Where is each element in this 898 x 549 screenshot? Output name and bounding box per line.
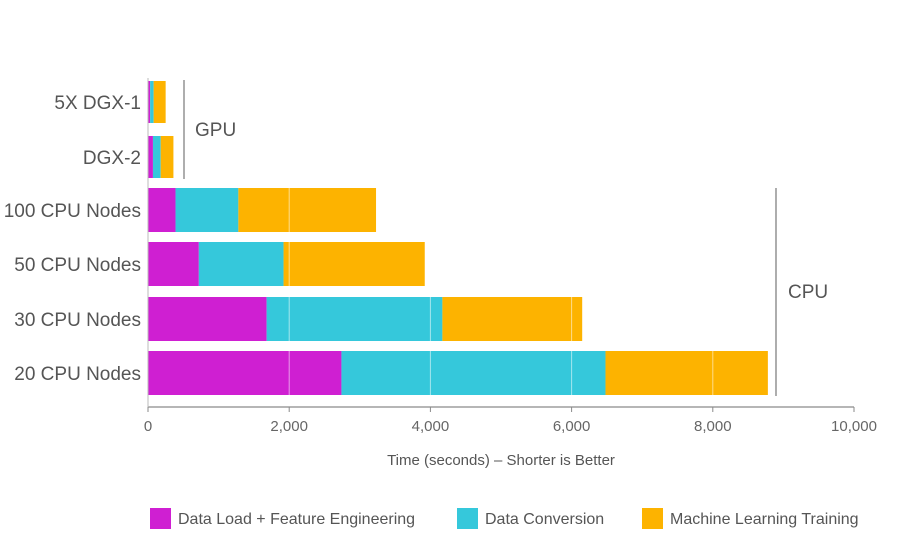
- bar-segment-2-row-2: [152, 136, 161, 178]
- legend-swatch: [642, 508, 663, 529]
- category-label: 30 CPU Nodes: [14, 310, 141, 331]
- category-label: 100 CPU Nodes: [4, 201, 141, 222]
- bar-segment-2-row-3: [175, 188, 239, 232]
- category-labels: 5X DGX-1 DGX-2 100 CPU Nodes 50 CPU Nodes 30…: [4, 93, 141, 385]
- category-label: 5X DGX-1: [54, 93, 141, 114]
- x-tick-label: 4,000: [412, 418, 450, 435]
- legend-label: Machine Learning Training: [670, 511, 859, 528]
- bar-segment-2-row-6: [341, 351, 606, 395]
- bar-segment-1-row-6: [148, 351, 342, 395]
- bar-segment-3-row-4: [283, 242, 425, 286]
- gpu-group-label: GPU: [195, 120, 236, 141]
- bar-segment-2-row-4: [198, 242, 284, 286]
- x-tick-label: 8,000: [694, 418, 732, 435]
- bar-segment-1-row-3: [148, 188, 176, 232]
- bar-segment-3-row-2: [160, 136, 174, 178]
- x-tick-label: 2,000: [270, 418, 308, 435]
- bar-segment-1-row-4: [148, 242, 199, 286]
- legend-label: Data Load + Feature Engineering: [178, 511, 415, 528]
- legend: Data Load + Feature Engineering Data Conv…: [150, 508, 859, 529]
- bar-segment-3-row-1: [153, 81, 166, 123]
- x-axis: 0 2,000 4,000 6,000 8,000 10,000: [144, 78, 877, 435]
- bar-segment-3-row-5: [442, 297, 583, 341]
- x-tick-label: 6,000: [553, 418, 591, 435]
- x-tick-label: 0: [144, 418, 152, 435]
- bar-segment-2-row-5: [266, 297, 443, 341]
- bar-segment-3-row-6: [605, 351, 768, 395]
- x-tick-label: 10,000: [831, 418, 877, 435]
- legend-label: Data Conversion: [485, 511, 604, 528]
- bars: [148, 81, 768, 395]
- bar-segment-1-row-2: [148, 136, 153, 178]
- category-label: DGX-2: [83, 148, 141, 169]
- legend-swatch: [150, 508, 171, 529]
- cpu-group-label: CPU: [788, 282, 828, 303]
- bar-segment-3-row-3: [238, 188, 377, 232]
- bar-segment-1-row-1: [148, 81, 151, 123]
- category-label: 50 CPU Nodes: [14, 255, 141, 276]
- group-brackets: GPU CPU: [183, 80, 828, 396]
- bar-segment-1-row-5: [148, 297, 267, 341]
- x-axis-title: Time (seconds) – Shorter is Better: [387, 452, 615, 469]
- bar-grid-lines: [288, 78, 855, 407]
- category-label: 20 CPU Nodes: [14, 364, 141, 385]
- bar-segment-2-row-1: [150, 81, 154, 123]
- legend-swatch: [457, 508, 478, 529]
